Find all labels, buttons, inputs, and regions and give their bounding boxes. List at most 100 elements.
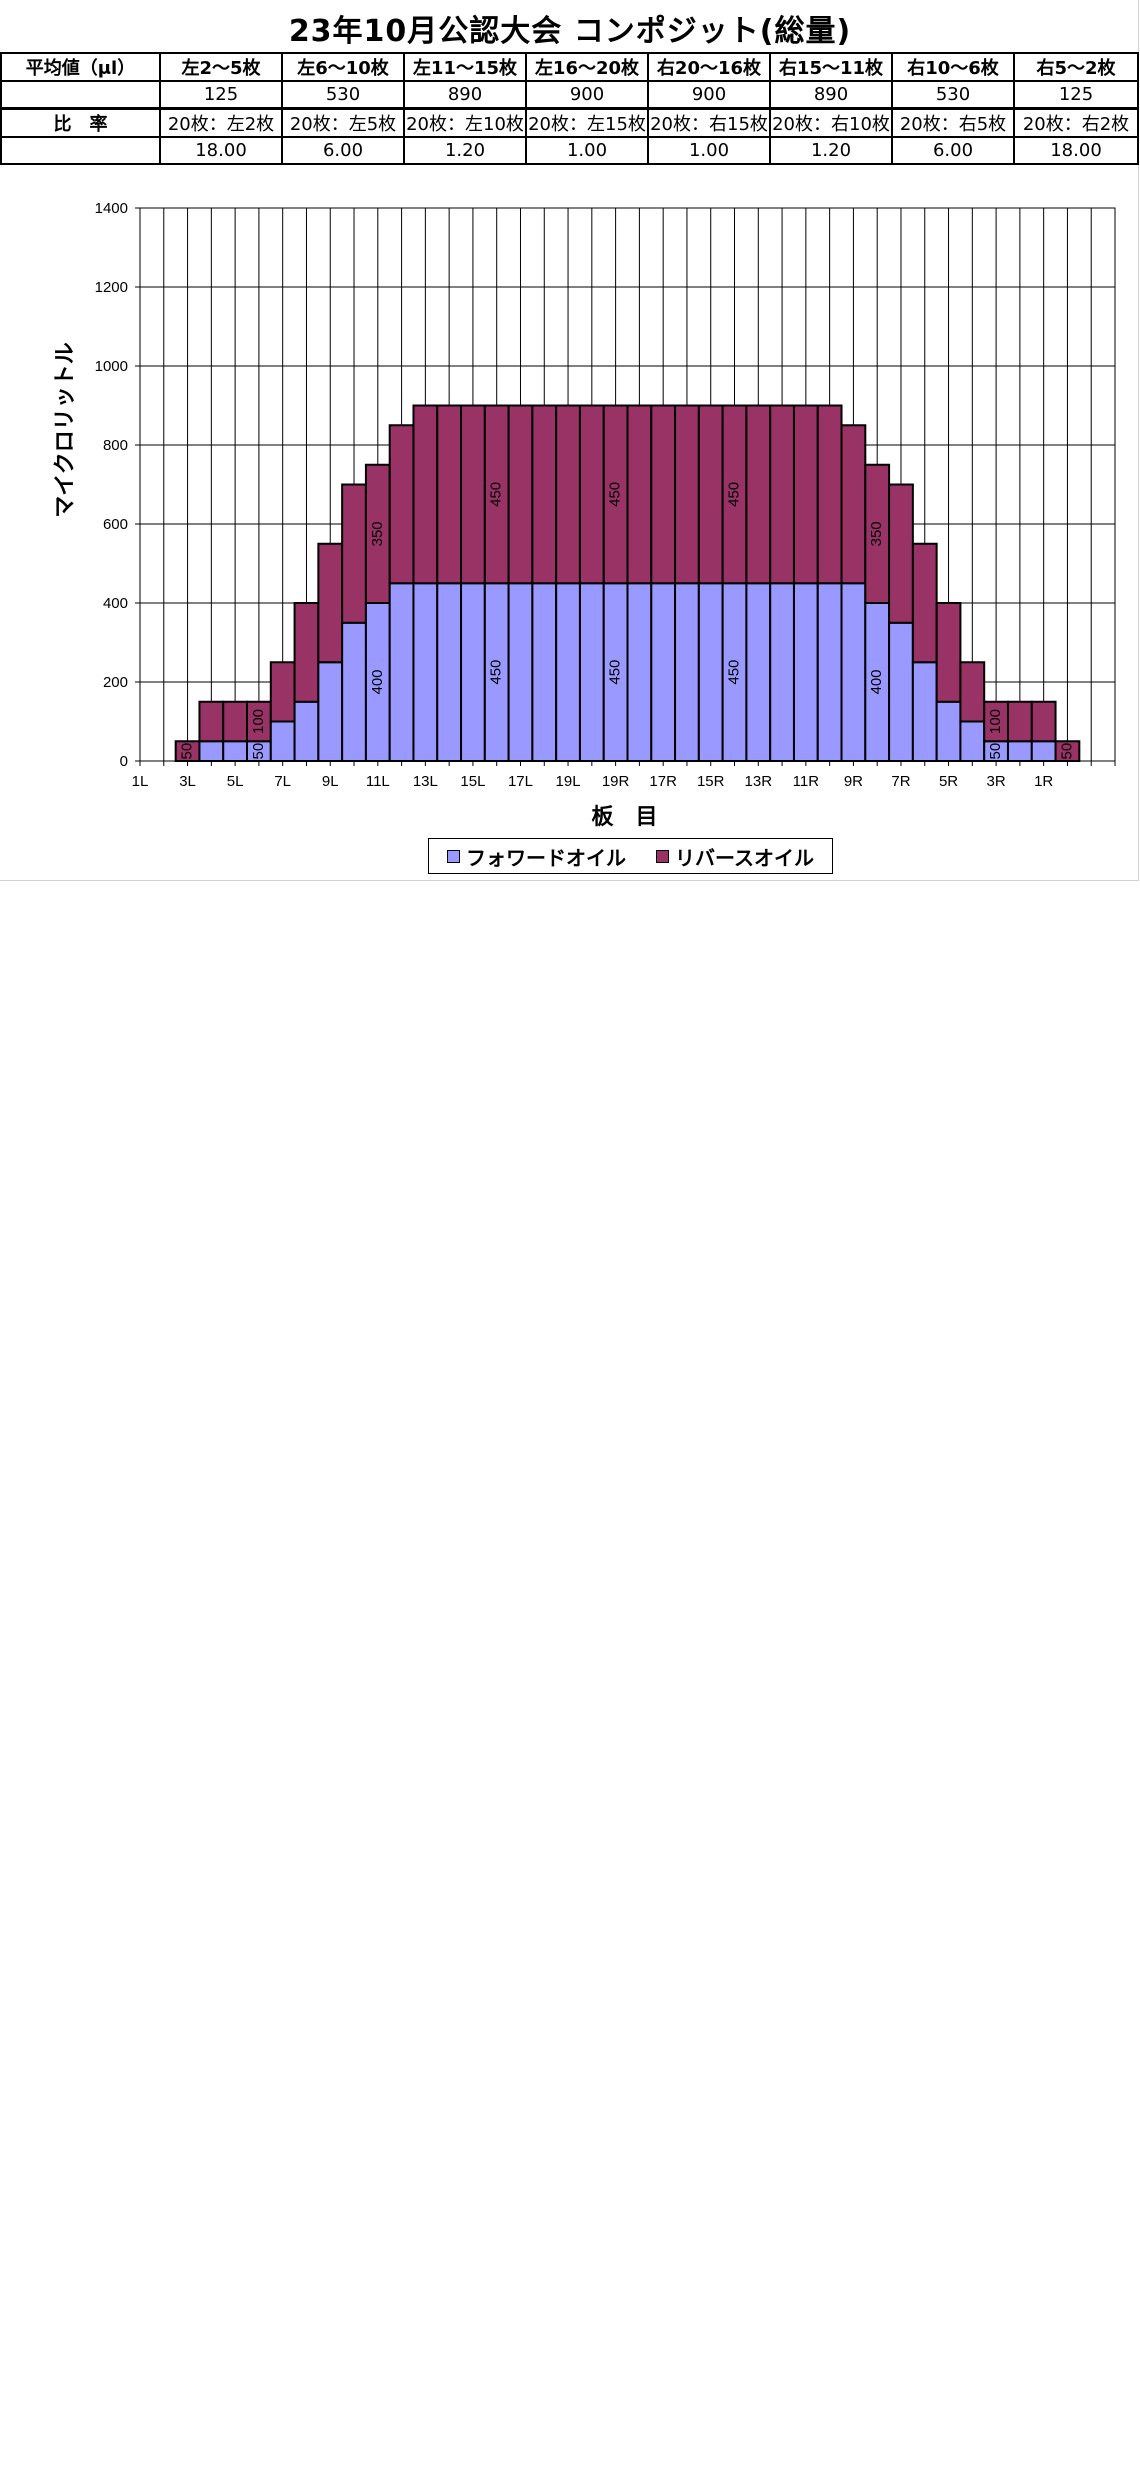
ratio-label: 20枚：右15枚: [647, 107, 771, 138]
ratio-value: 6.00: [281, 136, 405, 165]
y-tick-label: 1000: [95, 358, 128, 375]
data-label: 50: [250, 743, 267, 760]
bar-reverse-oil: [1054, 740, 1081, 762]
data-label: 350: [868, 521, 885, 546]
ratio-value: 18.00: [1013, 136, 1139, 165]
empty-cell: [0, 136, 161, 165]
column-header: 右15～11枚: [769, 52, 893, 82]
bar-reverse-oil: [269, 661, 296, 723]
data-label: 50: [987, 743, 1004, 760]
data-label: 400: [369, 669, 386, 694]
x-tick-label: 5L: [227, 773, 244, 790]
x-tick-label: 15L: [460, 773, 485, 790]
data-label: 100: [987, 709, 1004, 734]
data-label: 450: [607, 660, 624, 685]
bar-forward-oil: [341, 621, 367, 762]
bar-forward-oil: [674, 582, 700, 762]
ratio-value: 6.00: [891, 136, 1015, 165]
average-value: 530: [281, 80, 405, 110]
bar-forward-oil: [935, 700, 962, 762]
ratio-label: 20枚：右10枚: [769, 107, 893, 138]
legend-label-forward: フォワードオイル: [466, 845, 626, 870]
data-label: 350: [369, 521, 386, 546]
ratio-value: 1.20: [403, 136, 527, 165]
average-value: 125: [1013, 80, 1139, 110]
x-tick-label: 3R: [987, 773, 1006, 790]
bar-reverse-oil: [388, 424, 415, 585]
ratio-label: 20枚：左10枚: [403, 107, 527, 138]
bar-reverse-oil: [531, 404, 558, 585]
bar-reverse-oil: [959, 661, 986, 723]
x-tick-label: 9R: [844, 773, 863, 790]
bar-reverse-oil: [293, 602, 320, 703]
y-tick-label: 800: [103, 437, 128, 454]
x-tick-label: 15R: [697, 773, 725, 790]
data-label: 50: [179, 743, 196, 760]
bar-reverse-oil: [769, 404, 795, 585]
x-tick-label: 19L: [556, 773, 581, 790]
ratio-label: 20枚：左2枚: [159, 107, 283, 138]
column-header: 右5～2枚: [1013, 52, 1139, 82]
bar-reverse-oil: [436, 404, 463, 585]
x-tick-label: 7L: [274, 773, 291, 790]
bar-reverse-oil: [650, 404, 677, 585]
x-tick-label: 1L: [132, 773, 149, 790]
bar-forward-oil: [1030, 740, 1057, 762]
bar-forward-oil: [460, 582, 486, 762]
bar-reverse-oil: [745, 404, 772, 585]
bar-forward-oil: [1006, 740, 1033, 762]
column-header: 左6～10枚: [281, 52, 405, 82]
average-row: 125 530 890 900 900 890 530 125: [0, 80, 1139, 110]
bar-reverse-oil: [888, 483, 914, 624]
ratio-label: 20枚：左5枚: [281, 107, 405, 138]
x-tick-label: 9L: [322, 773, 339, 790]
bar-reverse-oil: [935, 602, 962, 703]
spreadsheet-area: 23年10月公認大会 コンポジット(総量) 平均値（μl） 左2～5枚 左6～1…: [0, 0, 1139, 881]
bar-forward-oil: [555, 582, 581, 762]
ratio-value: 1.00: [525, 136, 649, 165]
y-tick-label: 1400: [95, 200, 128, 217]
legend-item-forward: フォワードオイル: [447, 842, 626, 871]
bar-reverse-oil: [341, 483, 367, 624]
bar-reverse-oil: [198, 700, 225, 743]
average-value: 530: [891, 80, 1015, 110]
bar-forward-oil: [222, 740, 249, 762]
bar-reverse-oil: [840, 424, 867, 585]
x-tick-label: 17R: [649, 773, 677, 790]
x-tick-label: 1R: [1034, 773, 1053, 790]
header-row: 平均値（μl） 左2～5枚 左6～10枚 左11～15枚 左16～20枚 右20…: [0, 52, 1139, 82]
y-tick-label: 400: [103, 595, 128, 612]
average-value: 125: [159, 80, 283, 110]
bar-forward-oil: [436, 582, 463, 762]
bar-reverse-oil: [317, 542, 344, 664]
bar-reverse-oil: [674, 404, 700, 585]
bar-forward-oil: [531, 582, 558, 762]
column-header: 左16～20枚: [525, 52, 649, 82]
average-value: 900: [647, 80, 771, 110]
bar-forward-oil: [840, 582, 867, 762]
bar-forward-oil: [198, 740, 225, 762]
column-header: 右10～6枚: [891, 52, 1015, 82]
bar-forward-oil: [959, 720, 986, 762]
y-axis-title: マイクロリットル: [53, 342, 78, 518]
bar-forward-oil: [317, 661, 344, 762]
bar-reverse-oil: [911, 542, 938, 664]
bar-reverse-oil: [222, 700, 249, 743]
ratio-value: 1.20: [769, 136, 893, 165]
bar-forward-oil: [650, 582, 677, 762]
bar-forward-oil: [697, 582, 724, 762]
bar-reverse-oil: [507, 404, 534, 585]
bar-forward-oil: [816, 582, 843, 762]
x-tick-label: 13R: [745, 773, 773, 790]
column-header: 左2～5枚: [159, 52, 283, 82]
ratio-label: 20枚：右2枚: [1013, 107, 1139, 138]
bar-reverse-oil: [1006, 700, 1033, 743]
ratio-value: 1.00: [647, 136, 771, 165]
column-header: 左11～15枚: [403, 52, 527, 82]
page-title: 23年10月公認大会 コンポジット(総量): [288, 14, 852, 49]
bar-reverse-oil: [816, 404, 843, 585]
x-tick-label: 11R: [793, 773, 820, 790]
bar-forward-oil: [792, 582, 819, 762]
x-tick-label: 19R: [602, 773, 630, 790]
empty-cell: [0, 80, 161, 110]
